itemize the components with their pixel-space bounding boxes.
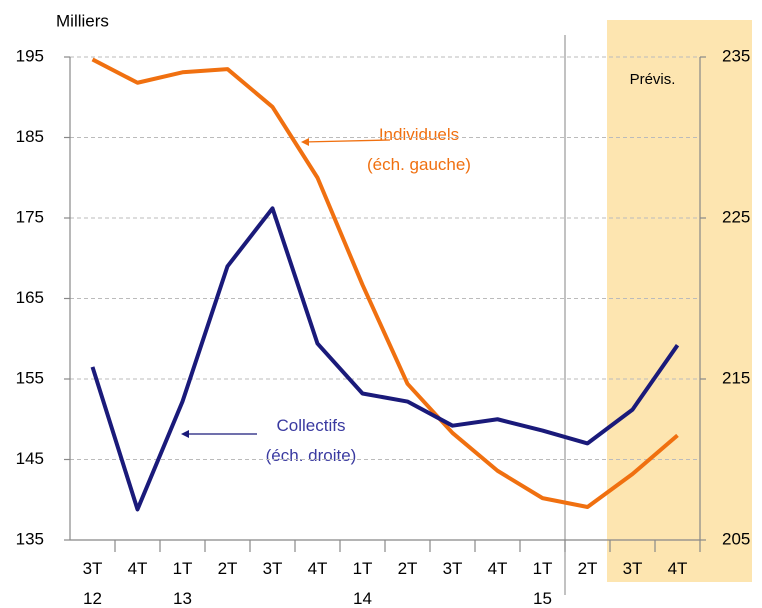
y-tick-label: 155 xyxy=(16,368,44,387)
forecast-shade xyxy=(607,20,752,582)
x-tick-label: 3T xyxy=(263,559,283,578)
y-tick-label: 135 xyxy=(16,529,44,548)
y-tick-label: 145 xyxy=(16,449,44,468)
y-tick-label: 175 xyxy=(16,207,44,226)
y2-tick-label: 225 xyxy=(722,207,750,226)
x-tick-label: 1T 15 xyxy=(533,559,553,608)
y2-tick-label: 215 xyxy=(722,368,750,387)
annotation-collectifs: Collectifs (éch. droite) xyxy=(266,416,357,465)
annotation-arrow-head xyxy=(181,430,189,438)
y-tick-label: 165 xyxy=(16,288,44,307)
series-line xyxy=(91,57,679,509)
x-tick-label: 4T xyxy=(488,559,508,578)
annotation-individuels: Individuels (éch. gauche) xyxy=(367,125,471,174)
x-tick-label: 3T xyxy=(623,559,643,578)
x-tick-label: 4T xyxy=(668,559,688,578)
x-tick-label: 4T xyxy=(128,559,148,578)
x-tick-label: 2T xyxy=(578,559,598,578)
forecast-label: Prévis. xyxy=(630,71,676,88)
x-tick-label: 1T 14 xyxy=(353,559,373,608)
x-tick-label: 2T xyxy=(398,559,418,578)
x-tick-label: 3T xyxy=(443,559,463,578)
x-tick-label: 2T xyxy=(218,559,238,578)
x-tick-label: 3T 12 xyxy=(83,559,103,608)
y-unit-label: Milliers xyxy=(56,11,109,30)
annotation-arrow-head xyxy=(301,138,309,146)
y2-tick-label: 205 xyxy=(722,529,750,548)
y-tick-label: 195 xyxy=(16,46,44,65)
y2-tick-label: 235 xyxy=(722,46,750,65)
x-tick-label: 4T xyxy=(308,559,328,578)
x-tick-label: 1T 13 xyxy=(173,559,193,608)
y-tick-label: 185 xyxy=(16,127,44,146)
annotation-arrow xyxy=(302,139,391,143)
series-line xyxy=(90,206,680,512)
